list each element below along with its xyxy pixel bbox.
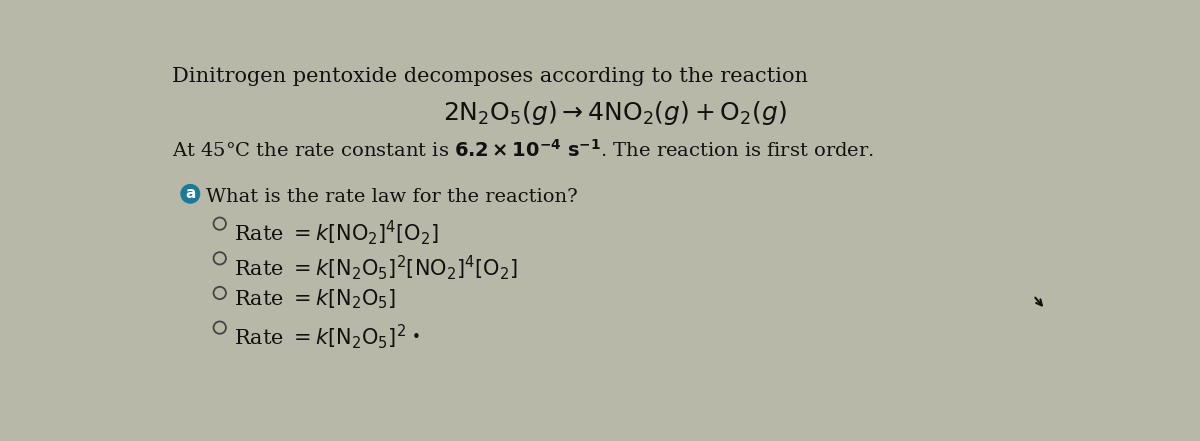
Text: Dinitrogen pentoxide decomposes according to the reaction: Dinitrogen pentoxide decomposes accordin… — [172, 67, 808, 86]
Text: What is the rate law for the reaction?: What is the rate law for the reaction? — [206, 188, 577, 206]
Text: At 45°C the rate constant is $\mathbf{6.2 \times 10^{-4}\ s^{-1}}$. The reaction: At 45°C the rate constant is $\mathbf{6.… — [172, 139, 874, 161]
Text: a: a — [185, 187, 196, 202]
Text: •: • — [412, 330, 421, 345]
Text: Rate $= k[\mathrm{N_2O_5}]^2$: Rate $= k[\mathrm{N_2O_5}]^2$ — [234, 322, 406, 351]
Text: Rate $= k[\mathrm{N_2O_5}]$: Rate $= k[\mathrm{N_2O_5}]$ — [234, 288, 396, 311]
Text: Rate $= k[\mathrm{N_2O_5}]^2[\mathrm{NO_2}]^4[\mathrm{O_2}]$: Rate $= k[\mathrm{N_2O_5}]^2[\mathrm{NO_… — [234, 253, 517, 282]
Circle shape — [181, 185, 199, 203]
Text: Rate $= k[\mathrm{NO_2}]^4[\mathrm{O_2}]$: Rate $= k[\mathrm{NO_2}]^4[\mathrm{O_2}]… — [234, 218, 438, 247]
Text: $\mathrm{2N_2O_5}(\mathit{g}) \rightarrow \mathrm{4NO_2}(\mathit{g}) + \mathrm{O: $\mathrm{2N_2O_5}(\mathit{g}) \rightarro… — [443, 99, 787, 127]
